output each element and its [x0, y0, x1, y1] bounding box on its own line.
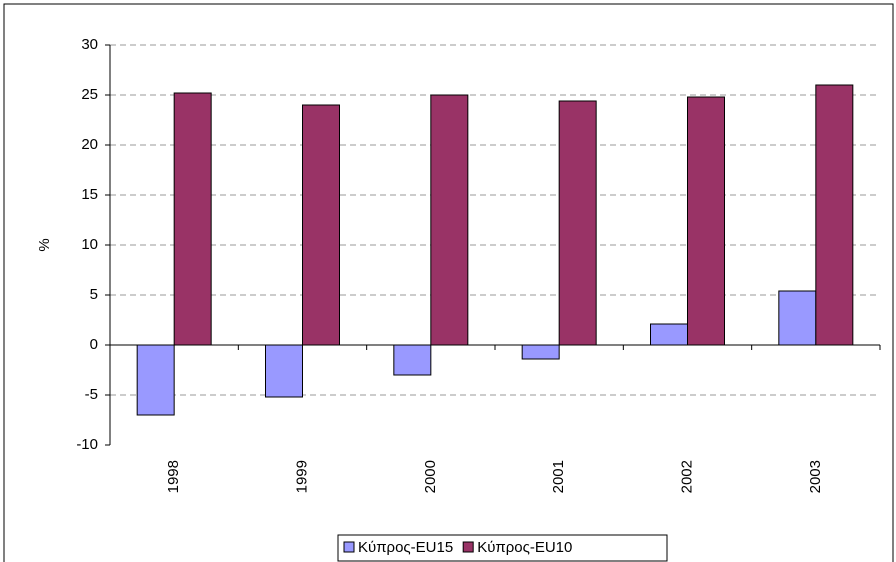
x-tick-label: 2001	[550, 460, 567, 493]
y-tick-label: -10	[76, 436, 98, 453]
x-tick-label: 2002	[678, 460, 695, 493]
y-tick-label: 10	[81, 236, 98, 253]
legend-label: Κύπρος-EU10	[477, 539, 572, 556]
x-tick-label: 1999	[293, 460, 310, 493]
y-tick-label: -5	[85, 386, 98, 403]
bar	[430, 94, 469, 346]
y-tick-label: 25	[81, 86, 98, 103]
legend-box	[337, 534, 668, 562]
x-tick-label: 2003	[807, 460, 824, 493]
bar	[521, 344, 560, 360]
bar	[778, 290, 817, 346]
bar	[302, 104, 340, 346]
bar	[136, 344, 175, 416]
legend-swatch	[343, 541, 355, 553]
y-tick-label: 30	[81, 36, 98, 53]
bar	[650, 323, 688, 346]
bar	[173, 92, 212, 346]
y-tick-label: 5	[90, 286, 98, 303]
x-tick-label: 2000	[422, 460, 439, 493]
y-tick-label: 15	[81, 186, 98, 203]
bar	[393, 344, 432, 376]
y-tick-label: 20	[81, 136, 98, 153]
x-tick-label: 1998	[165, 460, 182, 493]
chart-border	[3, 3, 894, 562]
bar	[265, 344, 303, 398]
legend-label: Κύπρος-EU15	[358, 539, 453, 556]
bar	[815, 84, 854, 346]
y-tick-label: 0	[90, 336, 98, 353]
legend-swatch	[462, 541, 474, 553]
bar	[558, 100, 597, 346]
bar	[687, 96, 725, 346]
y-axis-label: %	[36, 238, 53, 251]
